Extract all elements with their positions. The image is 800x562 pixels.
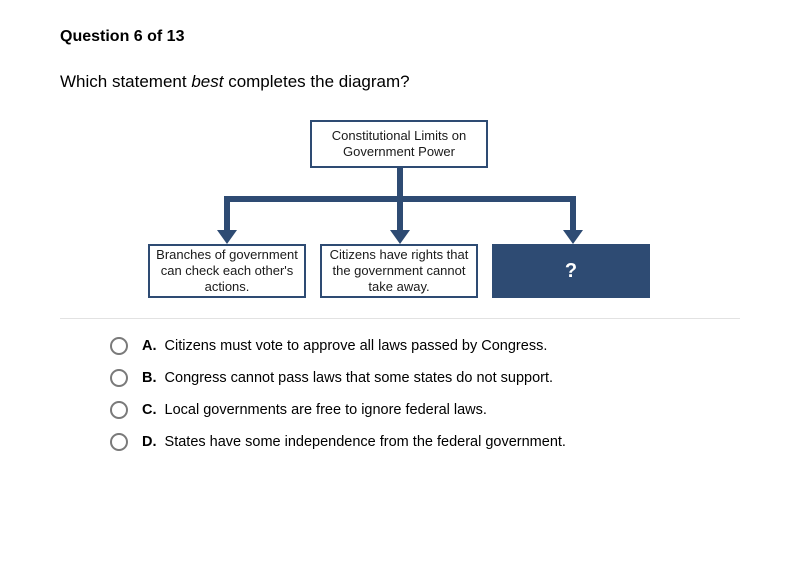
arrow-down-icon bbox=[217, 230, 237, 244]
option-letter: C. bbox=[142, 402, 157, 418]
option-c[interactable]: C. Local governments are free to ignore … bbox=[110, 401, 740, 419]
radio-icon bbox=[110, 337, 128, 355]
diagram-child-box: Branches of government can check each ot… bbox=[148, 244, 306, 298]
diagram-child-box: Citizens have rights that the government… bbox=[320, 244, 478, 298]
option-d[interactable]: D. States have some independence from th… bbox=[110, 433, 740, 451]
connector-line bbox=[397, 168, 403, 196]
option-label: States have some independence from the f… bbox=[165, 434, 566, 450]
connector-line bbox=[397, 196, 403, 234]
option-text: A. Citizens must vote to approve all law… bbox=[142, 338, 547, 354]
option-text: C. Local governments are free to ignore … bbox=[142, 402, 487, 418]
option-label: Local governments are free to ignore fed… bbox=[165, 402, 487, 418]
radio-icon bbox=[110, 401, 128, 419]
arrow-down-icon bbox=[563, 230, 583, 244]
diagram-container: Constitutional Limits on Government Powe… bbox=[60, 120, 740, 300]
prompt-text-emphasis: best bbox=[191, 72, 223, 91]
diagram-answer-box: ? bbox=[492, 244, 650, 298]
prompt-text-post: completes the diagram? bbox=[223, 72, 409, 91]
option-letter: D. bbox=[142, 434, 157, 450]
option-text: B. Congress cannot pass laws that some s… bbox=[142, 370, 553, 386]
option-b[interactable]: B. Congress cannot pass laws that some s… bbox=[110, 369, 740, 387]
section-divider bbox=[60, 318, 740, 319]
option-text: D. States have some independence from th… bbox=[142, 434, 566, 450]
prompt-text-pre: Which statement bbox=[60, 72, 191, 91]
option-a[interactable]: A. Citizens must vote to approve all law… bbox=[110, 337, 740, 355]
option-letter: A. bbox=[142, 338, 157, 354]
option-letter: B. bbox=[142, 370, 157, 386]
question-prompt: Which statement best completes the diagr… bbox=[60, 72, 740, 92]
diagram-root-box: Constitutional Limits on Government Powe… bbox=[310, 120, 488, 168]
flow-diagram: Constitutional Limits on Government Powe… bbox=[140, 120, 660, 300]
connector-line bbox=[224, 196, 230, 234]
question-counter: Question 6 of 13 bbox=[60, 28, 740, 46]
arrow-down-icon bbox=[390, 230, 410, 244]
radio-icon bbox=[110, 433, 128, 451]
connector-line bbox=[570, 196, 576, 234]
answer-options: A. Citizens must vote to approve all law… bbox=[60, 337, 740, 451]
radio-icon bbox=[110, 369, 128, 387]
option-label: Citizens must vote to approve all laws p… bbox=[165, 338, 548, 354]
option-label: Congress cannot pass laws that some stat… bbox=[165, 370, 554, 386]
